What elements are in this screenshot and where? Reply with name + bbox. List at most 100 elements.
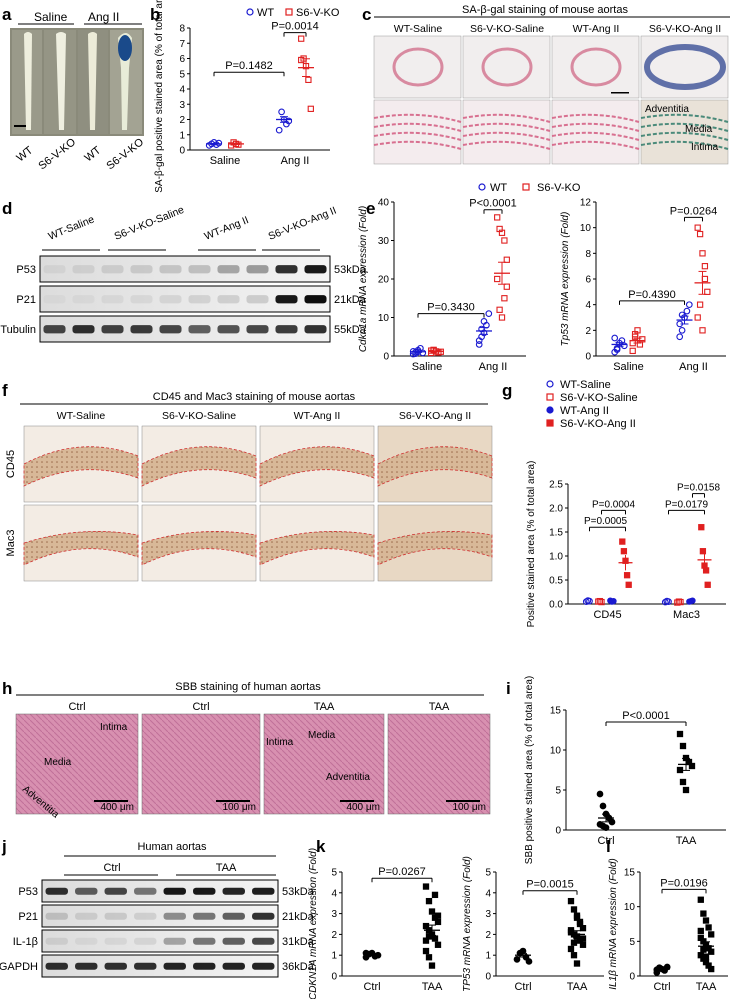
chart-k-cdkn1a: 0 1 2 3 4 5 Ctrl TAA CDKN1A mRNA expression (Fol… bbox=[308, 848, 462, 999]
y-tick-label: 2.5 bbox=[549, 480, 563, 491]
x-category-label: Ang II bbox=[679, 361, 708, 373]
data-point bbox=[503, 283, 510, 290]
sample-label-wt-1: WT bbox=[14, 144, 35, 164]
data-point bbox=[428, 908, 436, 915]
layer-label: Adventitia bbox=[326, 772, 370, 783]
blot-band bbox=[43, 295, 65, 303]
blot-band bbox=[193, 937, 216, 945]
data-point bbox=[708, 931, 715, 938]
panel-h-image bbox=[387, 713, 491, 815]
data-point bbox=[576, 920, 584, 928]
y-tick-label: 2 bbox=[585, 326, 591, 337]
legend-g-label: WT-Saline bbox=[560, 379, 611, 391]
x-category-label: TAA bbox=[676, 835, 697, 847]
blot-band bbox=[101, 325, 124, 334]
blot-band bbox=[163, 887, 186, 895]
blot-j: Human aortas Ctrl TAA P53 53kDa P21 21kDa IL-1β… bbox=[0, 841, 315, 978]
blot-band bbox=[130, 325, 153, 334]
blot-band bbox=[130, 265, 153, 274]
data-point bbox=[567, 927, 575, 934]
panel-f-histology: CD45 and Mac3 staining of mouse aortas W… bbox=[5, 391, 493, 582]
p-value-annotation: P=0.0264 bbox=[670, 205, 717, 217]
data-point bbox=[430, 346, 437, 353]
data-point bbox=[696, 230, 704, 238]
y-tick-label: 30 bbox=[378, 236, 390, 247]
blot-row-label: GAPDH bbox=[0, 961, 38, 973]
y-tick-label: 1.5 bbox=[549, 528, 563, 539]
aorta-ring bbox=[392, 47, 444, 87]
p-value-annotation: P=0.0014 bbox=[271, 21, 318, 33]
data-point bbox=[708, 965, 715, 973]
blot-band bbox=[101, 295, 124, 304]
x-category-label: Saline bbox=[210, 155, 241, 167]
y-tick-label: 15 bbox=[624, 868, 636, 879]
x-category-label: TAA bbox=[567, 981, 588, 993]
blot-band bbox=[275, 265, 298, 274]
data-point bbox=[678, 311, 686, 319]
data-point bbox=[496, 306, 503, 313]
data-point bbox=[428, 962, 436, 969]
data-point bbox=[573, 960, 581, 967]
panel-letter-k: k bbox=[316, 837, 326, 856]
x-category-label: Ang II bbox=[479, 361, 508, 373]
blot-row-label: IL-1β bbox=[13, 936, 38, 948]
data-point bbox=[623, 572, 631, 579]
blot-row-label: Tubulin bbox=[0, 324, 36, 336]
data-point bbox=[498, 229, 506, 236]
data-point bbox=[699, 548, 707, 555]
data-point bbox=[639, 336, 646, 343]
data-point bbox=[599, 802, 607, 810]
blot-band bbox=[159, 325, 182, 334]
y-tick-label: 0 bbox=[629, 972, 635, 983]
data-point bbox=[705, 924, 712, 931]
data-point bbox=[619, 538, 626, 545]
blot-band bbox=[252, 962, 275, 970]
data-point bbox=[689, 597, 696, 604]
blot-band bbox=[134, 912, 157, 920]
sample-label-ko-2: S6-V-KO bbox=[104, 136, 146, 172]
y-tick-label: 6 bbox=[179, 54, 185, 65]
data-point bbox=[305, 76, 312, 83]
legend-e-ko: S6-V-KO bbox=[537, 182, 581, 194]
blot-strip bbox=[41, 904, 279, 928]
y-tick-label: 8 bbox=[179, 24, 185, 35]
panel-c-image-top bbox=[551, 35, 640, 99]
y-tick-label: 3 bbox=[179, 100, 185, 111]
panel-letter-g: g bbox=[502, 381, 512, 400]
blot-band bbox=[45, 912, 68, 920]
panel-letter-l: l bbox=[606, 837, 611, 856]
y-tick-label: 15 bbox=[550, 706, 562, 717]
y-tick-label: 5 bbox=[331, 868, 337, 879]
blot-band bbox=[104, 912, 127, 920]
data-point bbox=[676, 730, 684, 738]
blot-strip bbox=[41, 929, 279, 953]
panel-letter-b: b bbox=[150, 5, 160, 24]
sample-label-ko-1: S6-V-KO bbox=[36, 136, 78, 172]
data-point bbox=[570, 939, 578, 946]
blot-size-label: 21kDa bbox=[334, 294, 367, 306]
data-point bbox=[697, 927, 704, 935]
y-tick-label: 8 bbox=[585, 249, 591, 260]
data-point bbox=[498, 314, 506, 321]
data-point bbox=[579, 941, 587, 948]
scale-bar-label: 100 μm bbox=[222, 802, 256, 813]
blot-band bbox=[163, 962, 186, 970]
data-point bbox=[434, 918, 442, 926]
panel-h-image bbox=[15, 713, 139, 815]
data-point bbox=[278, 108, 285, 116]
x-category-label: Ang II bbox=[281, 155, 310, 167]
blot-band bbox=[159, 265, 182, 274]
data-point bbox=[694, 314, 701, 321]
panel-a-photos: Saline Ang II WT S6-V-KO WT S6-V-KO bbox=[10, 10, 146, 172]
data-point bbox=[298, 56, 305, 64]
blot-band bbox=[246, 265, 269, 274]
data-point bbox=[625, 581, 632, 588]
data-point bbox=[598, 598, 605, 606]
panel-h-image bbox=[141, 713, 261, 815]
blot-strip bbox=[41, 879, 279, 903]
data-point bbox=[631, 331, 639, 338]
panel-f-col-label: WT-Ang II bbox=[294, 410, 341, 422]
data-point bbox=[665, 598, 672, 605]
blot-band bbox=[217, 265, 240, 274]
